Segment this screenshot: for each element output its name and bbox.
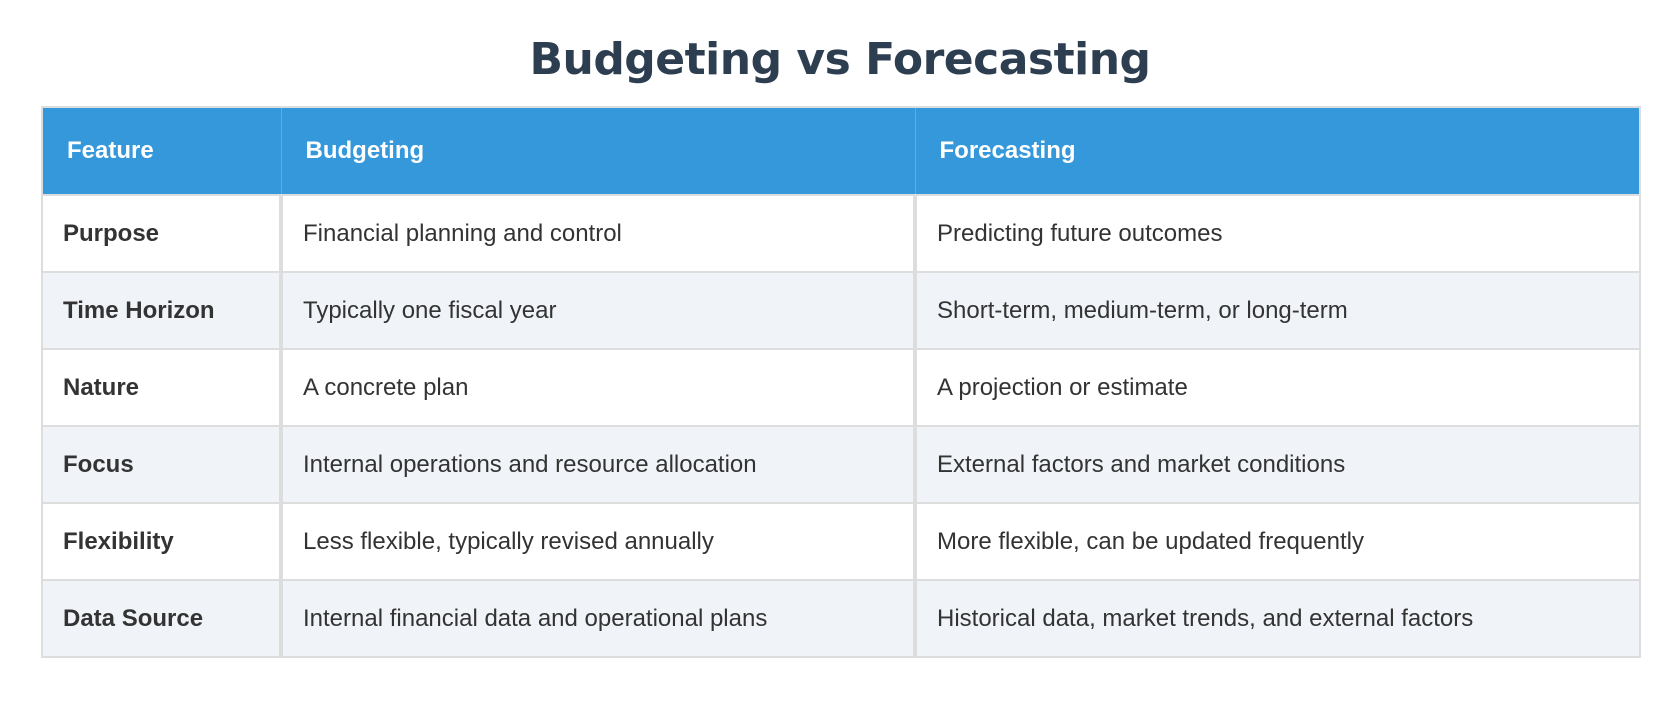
table-row: Purpose Financial planning and control P… — [41, 194, 1641, 273]
feature-cell: Flexibility — [41, 502, 283, 581]
forecasting-cell: More flexible, can be updated frequently — [913, 502, 1641, 581]
forecasting-cell: Predicting future outcomes — [913, 194, 1641, 273]
budgeting-cell: Less flexible, typically revised annuall… — [279, 502, 917, 581]
comparison-table: Feature Budgeting Forecasting Purpose Fi… — [41, 106, 1641, 658]
table-row: Focus Internal operations and resource a… — [41, 425, 1641, 504]
table-row: Data Source Internal financial data and … — [41, 579, 1641, 658]
header-row: Feature Budgeting Forecasting — [42, 107, 1640, 196]
feature-cell: Purpose — [41, 194, 283, 273]
feature-cell: Time Horizon — [41, 271, 283, 350]
table-row: Flexibility Less flexible, typically rev… — [41, 502, 1641, 581]
budgeting-cell: Internal financial data and operational … — [279, 579, 917, 658]
budgeting-cell: Financial planning and control — [279, 194, 917, 273]
table-row: Nature A concrete plan A projection or e… — [41, 348, 1641, 427]
table-header: Feature Budgeting Forecasting — [42, 107, 1640, 196]
column-header-forecasting: Forecasting — [914, 107, 1640, 196]
feature-cell: Focus — [41, 425, 283, 504]
feature-cell: Nature — [41, 348, 283, 427]
table-row: Time Horizon Typically one fiscal year S… — [41, 271, 1641, 350]
forecasting-cell: Short-term, medium-term, or long-term — [913, 271, 1641, 350]
feature-cell: Data Source — [41, 579, 283, 658]
page-title: Budgeting vs Forecasting — [529, 34, 1151, 85]
table-body: Purpose Financial planning and control P… — [41, 194, 1641, 658]
budgeting-cell: Internal operations and resource allocat… — [279, 425, 917, 504]
forecasting-cell: External factors and market conditions — [913, 425, 1641, 504]
column-header-budgeting: Budgeting — [280, 107, 915, 196]
column-header-feature: Feature — [42, 107, 281, 196]
forecasting-cell: A projection or estimate — [913, 348, 1641, 427]
forecasting-cell: Historical data, market trends, and exte… — [913, 579, 1641, 658]
budgeting-cell: A concrete plan — [279, 348, 917, 427]
budgeting-cell: Typically one fiscal year — [279, 271, 917, 350]
